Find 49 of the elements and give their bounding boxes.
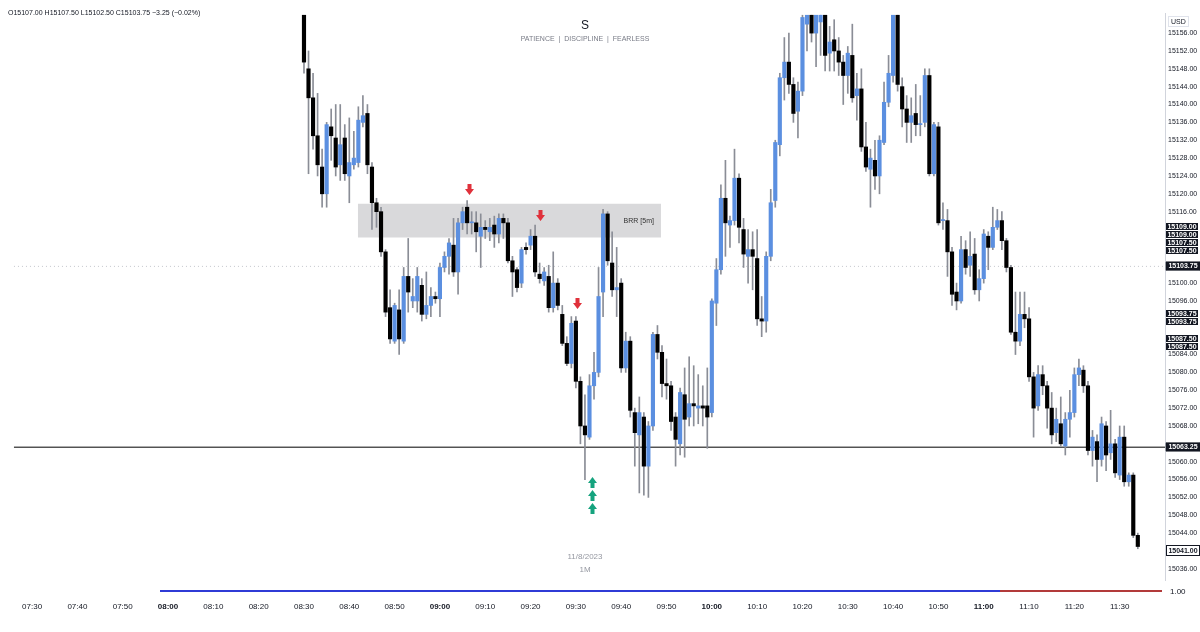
x-tick-label: 09:50	[656, 602, 678, 611]
candlestick	[478, 213, 483, 268]
candlestick	[854, 72, 859, 121]
x-tick-label: 10:10	[747, 602, 768, 611]
x-tick-label: 08:30	[293, 602, 315, 611]
x-tick-label: 11:00	[973, 602, 995, 611]
x-tick-label: 09:40	[611, 602, 632, 611]
x-tick-label: 08:50	[384, 602, 406, 611]
candlestick	[687, 356, 692, 427]
x-tick-label: 08:00	[157, 602, 179, 611]
x-tick-label: 10:00	[701, 602, 723, 611]
x-tick-label: 07:50	[112, 602, 134, 611]
text: 1.00	[1170, 587, 1186, 596]
candlestick	[474, 211, 479, 253]
x-tick-label: 08:20	[248, 602, 270, 611]
candlestick	[483, 220, 488, 239]
x-tick-label: 10:20	[792, 602, 814, 611]
candlestick	[913, 84, 918, 137]
candlestick	[614, 247, 619, 317]
x-tick-label: 10:50	[928, 602, 949, 611]
candlestick	[746, 229, 751, 284]
x-tick-label: 09:20	[520, 602, 542, 611]
candlestick	[487, 218, 492, 242]
candlestick	[909, 97, 914, 143]
candlestick	[410, 278, 415, 308]
candlestick	[637, 396, 642, 494]
x-tick-label: 10:30	[837, 602, 859, 611]
candlestick	[832, 19, 837, 72]
chart-title: S	[580, 18, 590, 32]
x-tick-label: 07:40	[67, 602, 88, 611]
x-tick-label: 11:20	[1064, 602, 1085, 611]
candlestick	[968, 231, 973, 277]
x-tick-label: 11:10	[1019, 602, 1040, 611]
annotation: 11/8/2023	[566, 552, 604, 561]
candlestick	[329, 108, 334, 161]
annotation: 1M	[578, 565, 592, 574]
x-tick-label: 08:40	[339, 602, 360, 611]
x-tick-label: 09:30	[565, 602, 587, 611]
candlestick	[347, 117, 352, 204]
x-tick-label: 11:30	[1109, 602, 1130, 611]
candlestick	[918, 95, 923, 137]
x-tick-label: 09:00	[429, 602, 451, 611]
candlestick	[691, 365, 696, 427]
candlestick	[406, 238, 411, 313]
x-tick-label: 07:30	[22, 602, 43, 611]
x-tick-label: 09:10	[475, 602, 496, 611]
x-tick-label: 10:40	[883, 602, 904, 611]
candlestick	[940, 202, 946, 230]
x-tick-label: 08:10	[203, 602, 224, 611]
